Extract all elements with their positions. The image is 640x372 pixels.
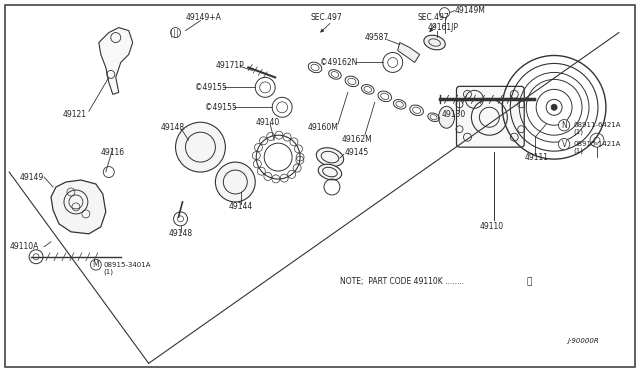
Text: 49111: 49111 bbox=[524, 153, 548, 161]
Text: J·90000R: J·90000R bbox=[567, 339, 599, 344]
Text: (1): (1) bbox=[573, 148, 583, 154]
Text: 49121: 49121 bbox=[63, 110, 87, 119]
Polygon shape bbox=[51, 180, 106, 234]
Text: ©49155: ©49155 bbox=[205, 103, 237, 112]
Polygon shape bbox=[99, 28, 132, 94]
Text: N: N bbox=[561, 121, 567, 130]
Text: 49587: 49587 bbox=[365, 33, 389, 42]
Text: 49144: 49144 bbox=[228, 202, 253, 211]
Text: SEC.497: SEC.497 bbox=[418, 13, 449, 22]
Text: V: V bbox=[561, 140, 566, 149]
Text: ©49155: ©49155 bbox=[195, 83, 227, 92]
Text: M: M bbox=[93, 260, 99, 269]
Circle shape bbox=[175, 122, 225, 172]
Text: SEC.497: SEC.497 bbox=[310, 13, 342, 22]
Circle shape bbox=[551, 104, 557, 110]
Text: NOTE;  PART CODE 49110K ........: NOTE; PART CODE 49110K ........ bbox=[340, 277, 464, 286]
Text: (1): (1) bbox=[573, 129, 583, 135]
Text: 49160M: 49160M bbox=[308, 123, 339, 132]
Text: 49148: 49148 bbox=[161, 123, 185, 132]
Text: 49110: 49110 bbox=[479, 222, 504, 231]
Text: 49110A: 49110A bbox=[9, 242, 38, 251]
Text: 49171P: 49171P bbox=[216, 61, 244, 70]
Text: 49149M: 49149M bbox=[454, 6, 485, 15]
FancyBboxPatch shape bbox=[456, 86, 524, 147]
Text: 08911-6421A: 08911-6421A bbox=[573, 122, 621, 128]
Text: 49149+A: 49149+A bbox=[186, 13, 221, 22]
Text: 49116: 49116 bbox=[101, 148, 125, 157]
Circle shape bbox=[216, 162, 255, 202]
Ellipse shape bbox=[424, 35, 445, 50]
Text: 08915-1421A: 08915-1421A bbox=[573, 141, 620, 147]
Text: 08915-3401A: 08915-3401A bbox=[104, 262, 151, 268]
Text: 49161JP: 49161JP bbox=[428, 23, 459, 32]
Text: 49145: 49145 bbox=[345, 148, 369, 157]
Text: 49140: 49140 bbox=[255, 118, 280, 127]
Ellipse shape bbox=[316, 148, 344, 167]
Text: 49148: 49148 bbox=[168, 229, 193, 238]
Ellipse shape bbox=[438, 106, 454, 128]
Text: 49162M: 49162M bbox=[342, 135, 372, 144]
Text: (1): (1) bbox=[104, 269, 114, 275]
FancyBboxPatch shape bbox=[5, 5, 635, 367]
Text: Ⓐ: Ⓐ bbox=[527, 277, 532, 286]
Text: 49130: 49130 bbox=[442, 110, 466, 119]
Text: 49149: 49149 bbox=[19, 173, 44, 182]
Polygon shape bbox=[397, 42, 420, 62]
Ellipse shape bbox=[318, 164, 342, 180]
Text: ©49162N: ©49162N bbox=[320, 58, 357, 67]
